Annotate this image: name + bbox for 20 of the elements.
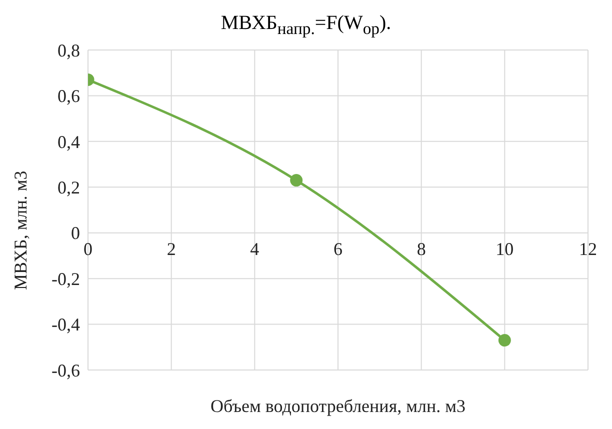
y-tick-label: 0,2 [58, 178, 80, 198]
point [290, 174, 303, 187]
y-tick-label: 0,6 [58, 86, 80, 106]
x-tick-label: 8 [416, 238, 426, 259]
point [498, 334, 511, 347]
x-tick-label: 12 [579, 238, 597, 259]
x-tick-label: 0 [84, 238, 92, 259]
x-tick-label: 4 [250, 238, 260, 259]
y-tick-label: 0 [71, 223, 80, 244]
y-tick-label: 0,4 [58, 132, 80, 152]
x-tick-label: 6 [334, 238, 342, 259]
x-tick-label: 10 [496, 238, 514, 259]
y-tick-label: 0,8 [58, 40, 80, 60]
y-tick-label: -0,2 [52, 268, 80, 289]
chart-title: МВХБ$_{напр.}$=F(W$_{ор}$). [220, 11, 392, 38]
y-tick-label: -0,4 [52, 314, 80, 335]
x-axis-title: Объем водопотребления, млн. м3 [210, 396, 466, 416]
y-tick-label: -0,6 [52, 360, 80, 380]
y-axis-title: МВХБ, млн. м3 [10, 170, 30, 290]
x-tick-label: 2 [166, 238, 176, 259]
